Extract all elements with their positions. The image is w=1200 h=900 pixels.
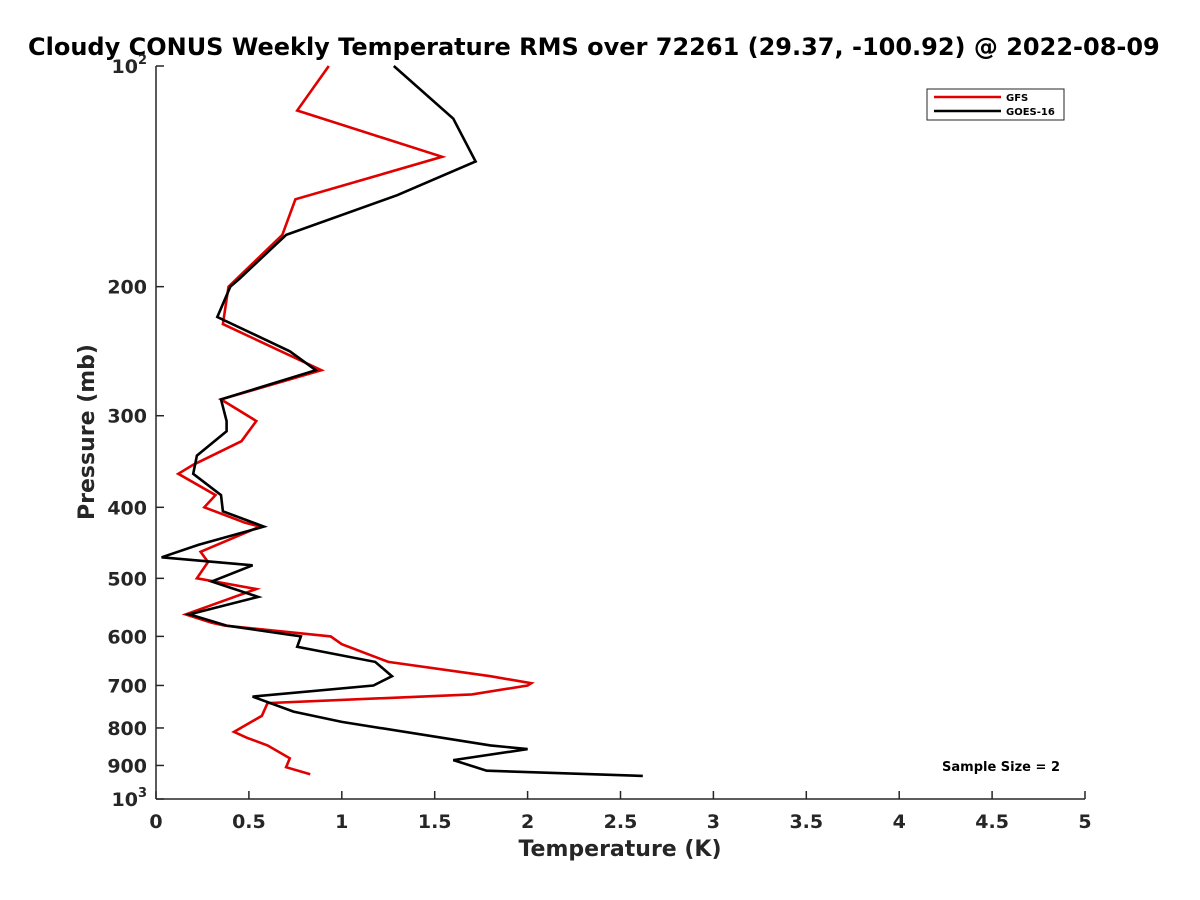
- legend: GFS GOES-16: [926, 88, 1065, 121]
- sample-size-annotation: Sample Size = 2: [942, 760, 1060, 775]
- y-tick-label: 600: [107, 626, 147, 648]
- x-tick-label: 2.5: [604, 811, 638, 833]
- y-tick-label: 800: [107, 718, 147, 740]
- x-tick-label: 2: [521, 811, 534, 833]
- x-tick-label: 5: [1078, 811, 1091, 833]
- x-tick-label: 3: [707, 811, 720, 833]
- y-axis-ticks: 102 200 300 400 500 600 700 800 900 103: [107, 53, 164, 811]
- y-tick-label: 500: [107, 568, 147, 590]
- y-tick-label: 400: [107, 497, 147, 519]
- y-tick-label: 103: [112, 786, 148, 811]
- series-layer: [161, 65, 643, 778]
- x-tick-label: 0: [149, 811, 162, 833]
- chart-title: Cloudy CONUS Weekly Temperature RMS over…: [28, 33, 1160, 61]
- x-tick-label: 0.5: [232, 811, 266, 833]
- series-line-goes-16: [161, 65, 643, 778]
- y-tick-label: 700: [107, 675, 147, 697]
- legend-label-gfs: GFS: [1006, 93, 1028, 104]
- y-tick-label: 200: [107, 277, 147, 299]
- x-tick-label: 1: [335, 811, 348, 833]
- legend-box: [926, 88, 1065, 121]
- y-tick-label: 900: [107, 755, 147, 777]
- series-line-gfs: [175, 65, 535, 776]
- x-tick-label: 1.5: [418, 811, 452, 833]
- legend-label-goes-16: GOES-16: [1006, 107, 1055, 118]
- y-axis-label: Pressure (mb): [75, 344, 100, 520]
- y-tick-label: 102: [112, 53, 148, 78]
- x-tick-label: 3.5: [789, 811, 823, 833]
- x-tick-label: 4.5: [975, 811, 1009, 833]
- y-tick-label: 300: [107, 406, 147, 428]
- x-tick-label: 4: [893, 811, 906, 833]
- x-axis-ticks: 0 0.5 1 1.5 2 2.5 3 3.5 4 4.5 5: [149, 791, 1092, 833]
- x-axis-label: Temperature (K): [518, 837, 721, 862]
